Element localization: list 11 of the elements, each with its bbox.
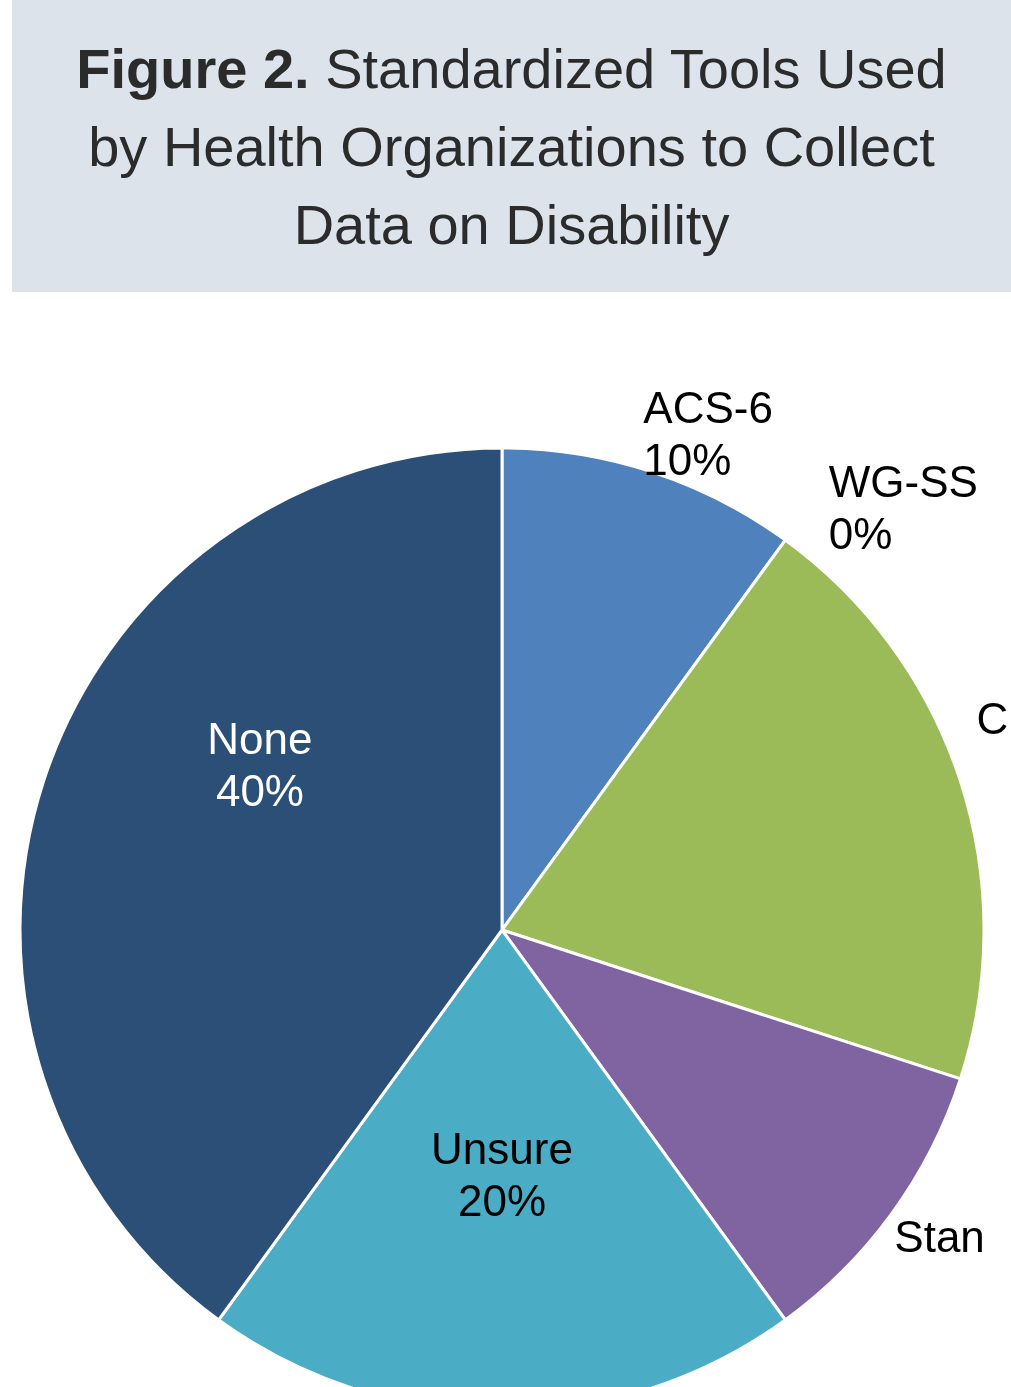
category-label: WG-SS — [828, 457, 978, 507]
slice-label: ACS-6 — [643, 383, 773, 433]
data-label: 40% — [215, 766, 304, 816]
slice-label: C — [976, 694, 1009, 744]
data-label: 20% — [457, 1175, 547, 1225]
chart-title: Figure 2. Standardized Tools Used by Health Organizations to Collect Data on Disability — [76, 37, 947, 256]
slice-label: Unsure — [431, 1123, 573, 1173]
slice-label: None — [207, 714, 313, 764]
text: 0% — [828, 509, 893, 559]
slice-label: Stan — [894, 1212, 985, 1262]
data-label: 10% — [643, 435, 732, 485]
